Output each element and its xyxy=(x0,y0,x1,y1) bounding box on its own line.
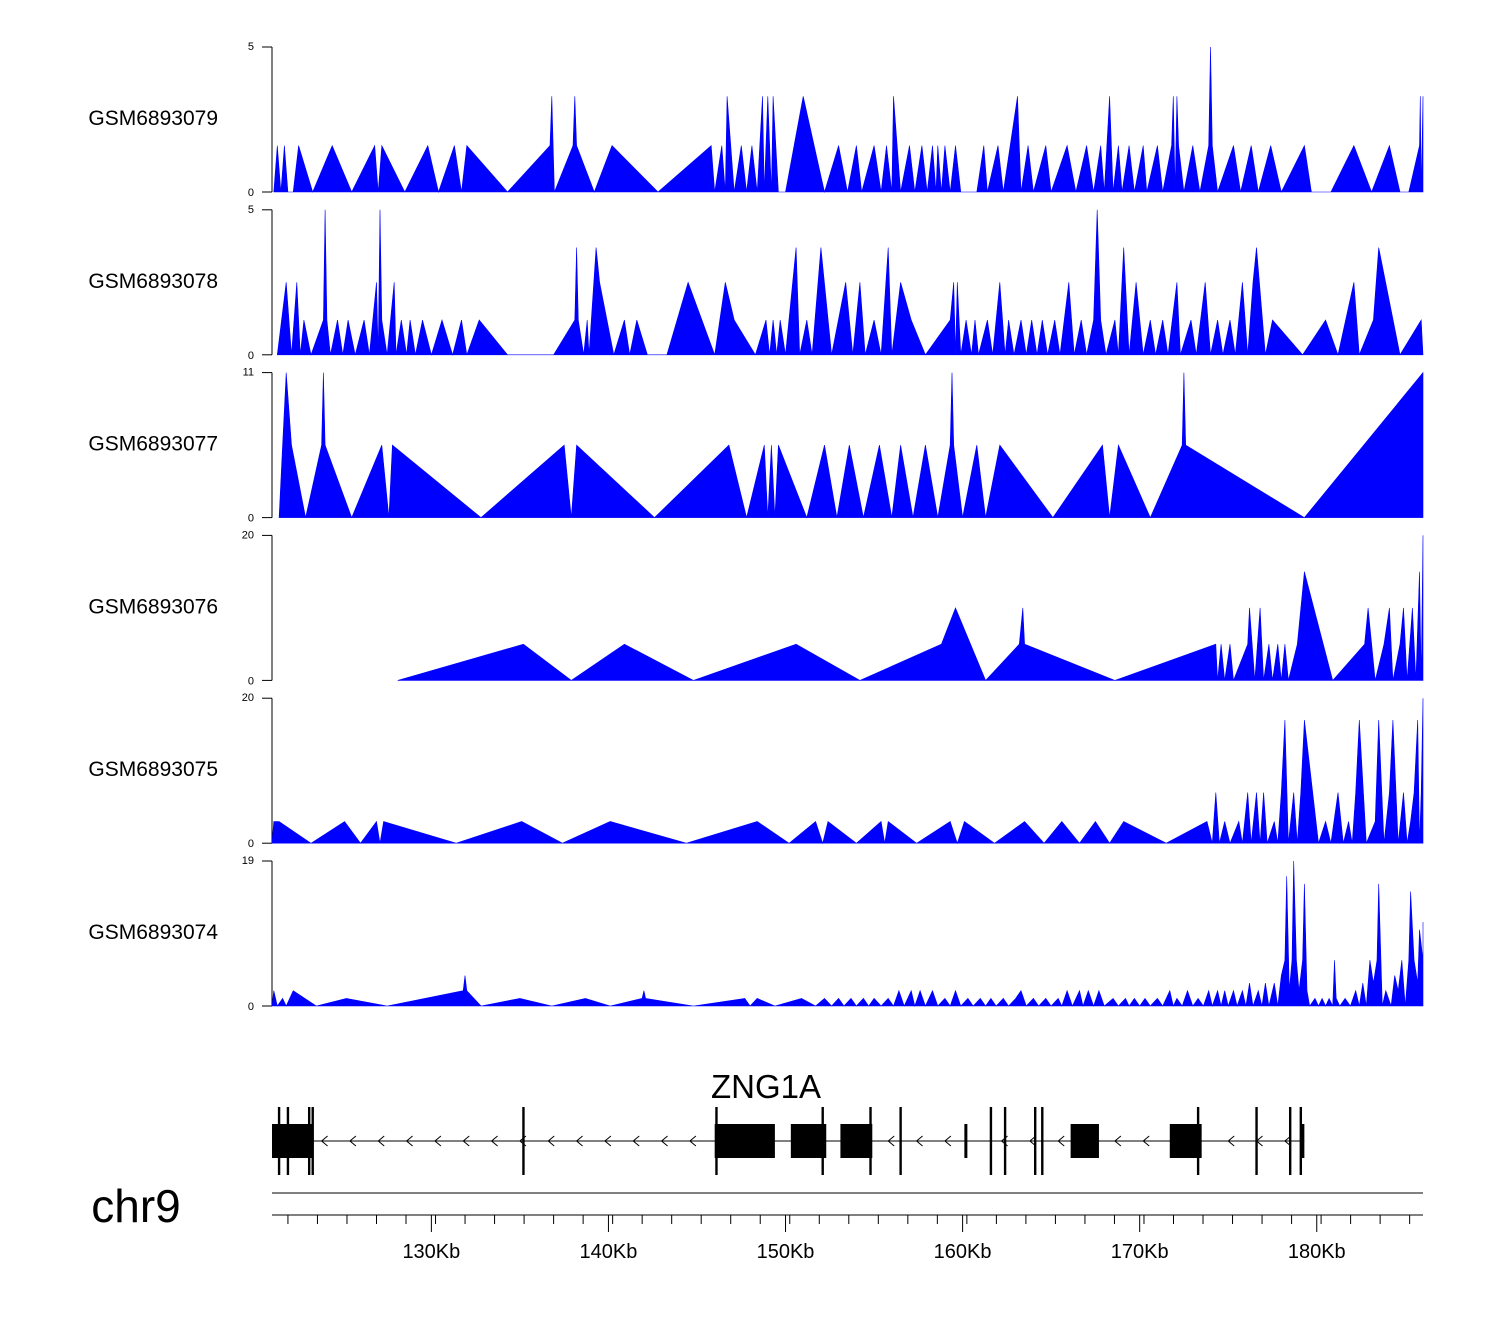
strand-arrow xyxy=(887,1135,895,1147)
gene-label: ZNG1A xyxy=(711,1068,821,1105)
y-tick-min-label: 0 xyxy=(248,513,254,525)
strand-arrow xyxy=(660,1135,668,1147)
track-gsm6893076: GSM6893076 20 0 xyxy=(88,529,1424,687)
x-tick-label: 160Kb xyxy=(934,1241,992,1263)
exon xyxy=(1300,1124,1305,1158)
coverage-area xyxy=(271,698,1424,845)
coverage-area xyxy=(397,535,1424,682)
track-gsm6893077: GSM6893077 11 0 xyxy=(88,367,1424,525)
track-gsm6893079: GSM6893079 5 0 xyxy=(88,41,1424,199)
strand-arrow xyxy=(434,1135,442,1147)
coverage-area xyxy=(278,371,1424,519)
track-gsm6893078: GSM6893078 5 0 xyxy=(88,204,1424,362)
exon xyxy=(964,1124,968,1158)
strand-arrow xyxy=(490,1135,498,1147)
y-tick-min-label: 0 xyxy=(248,838,254,850)
exon xyxy=(790,1124,827,1158)
strand-arrow xyxy=(320,1135,328,1147)
chromosome-label: chr9 xyxy=(91,1180,180,1232)
strand-arrow xyxy=(575,1135,583,1147)
y-tick-max-label: 5 xyxy=(248,204,254,216)
y-tick-max-label: 11 xyxy=(243,367,254,379)
strand-arrow xyxy=(915,1135,923,1147)
strand-arrow xyxy=(632,1135,640,1147)
y-tick-max-label: 20 xyxy=(242,692,254,704)
y-tick-min-label: 0 xyxy=(248,187,254,199)
strand-arrow xyxy=(1227,1135,1235,1147)
x-tick-label: 170Kb xyxy=(1111,1241,1169,1263)
gene-track: ZNG1A xyxy=(272,1068,1305,1175)
exon xyxy=(1169,1124,1202,1158)
coverage-tracks: GSM689307950GSM689307850GSM6893077110GSM… xyxy=(88,41,1424,1013)
strand-arrow xyxy=(1284,1135,1292,1147)
track-label: GSM6893078 xyxy=(88,270,218,293)
strand-arrow xyxy=(944,1135,952,1147)
y-tick-max-label: 20 xyxy=(242,529,254,541)
x-tick-label: 140Kb xyxy=(580,1241,638,1263)
strand-arrow xyxy=(349,1135,357,1147)
track-label: GSM6893077 xyxy=(88,433,218,456)
y-tick-min-label: 0 xyxy=(248,350,254,362)
strand-arrow xyxy=(689,1135,697,1147)
exon xyxy=(1070,1124,1099,1158)
y-tick-max-label: 5 xyxy=(248,41,254,53)
x-tick-label: 150Kb xyxy=(757,1241,815,1263)
track-label: GSM6893074 xyxy=(88,921,218,944)
strand-arrow xyxy=(1029,1135,1037,1147)
y-tick-max-label: 19 xyxy=(242,855,254,867)
strand-arrow xyxy=(1114,1135,1122,1147)
track-gsm6893075: GSM6893075 20 0 xyxy=(88,692,1424,850)
strand-arrow xyxy=(604,1135,612,1147)
x-tick-label: 180Kb xyxy=(1288,1241,1346,1263)
track-gsm6893074: GSM6893074 19 0 xyxy=(88,855,1424,1013)
strand-arrow xyxy=(462,1135,470,1147)
gene-zng1a: ZNG1A xyxy=(272,1068,1305,1175)
strand-arrow xyxy=(405,1135,413,1147)
exon xyxy=(840,1124,873,1158)
strand-arrow xyxy=(1142,1135,1150,1147)
coverage-area xyxy=(273,46,1424,194)
x-tick-label: 130Kb xyxy=(402,1241,460,1263)
strand-arrow xyxy=(1057,1135,1065,1147)
coverage-area xyxy=(271,860,1424,1008)
genomic-axis: chr9 130Kb 140Kb 150Kb 160Kb 170Kb 180Kb xyxy=(91,1180,1423,1263)
track-label: GSM6893079 xyxy=(88,107,218,130)
coverage-area xyxy=(276,209,1424,356)
strand-arrow xyxy=(377,1135,385,1147)
track-label: GSM6893075 xyxy=(88,758,218,781)
exon xyxy=(714,1124,775,1158)
y-tick-min-label: 0 xyxy=(248,1001,254,1013)
y-tick-min-label: 0 xyxy=(248,675,254,687)
strand-arrows xyxy=(320,1135,1292,1147)
strand-arrow xyxy=(547,1135,555,1147)
track-label: GSM6893076 xyxy=(88,595,218,618)
